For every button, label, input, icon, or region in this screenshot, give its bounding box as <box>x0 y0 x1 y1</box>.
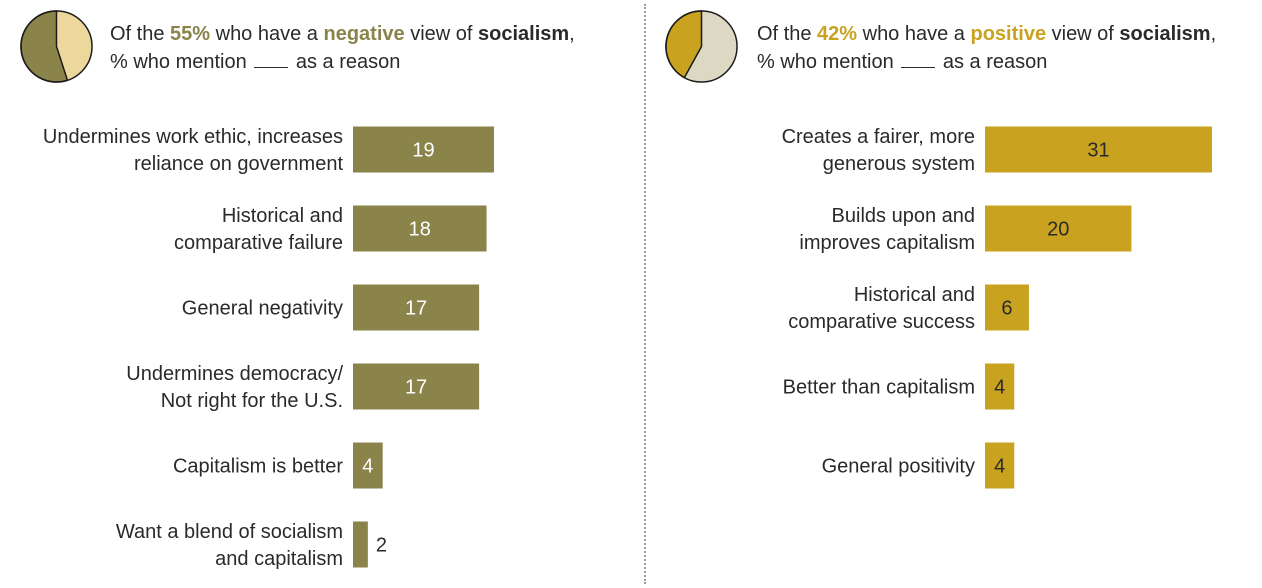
heading-text: who have a <box>857 23 971 45</box>
bar-value-label: 18 <box>409 219 431 241</box>
bar <box>353 521 368 568</box>
heading-prefix: Of the <box>757 23 818 45</box>
bar <box>985 363 1015 410</box>
category-label: Better than capitalism <box>783 377 975 399</box>
bar-row: Builds upon and improves capitalism 20 <box>799 205 1132 254</box>
category-label: Undermines work ethic, increases reliance… <box>43 126 344 175</box>
bar-value-label: 2 <box>376 535 387 557</box>
bar <box>985 126 1212 173</box>
bar <box>353 205 487 252</box>
bar-value-label: 4 <box>362 456 373 478</box>
heading-subject: socialism <box>478 23 570 45</box>
category-label: Capitalism is better <box>173 456 343 478</box>
bar-row: Want a blend of socialism and capitalism 2 <box>116 521 387 570</box>
pie-outline <box>665 10 738 83</box>
bar-value-label: 20 <box>1047 219 1069 241</box>
category-label: Undermines democracy/Not right for the U… <box>126 363 343 412</box>
heading-line-1: Of the 42% who have a positive view of s… <box>757 20 1216 48</box>
negative-panel-heading: Of the 55% who have a negative view of s… <box>110 20 575 76</box>
bar-value-label: 17 <box>405 298 427 320</box>
bar-value-label: 6 <box>1001 298 1012 320</box>
bar-value-label: 31 <box>1087 140 1109 162</box>
category-label: Historical and comparative failure <box>174 205 343 254</box>
bar-value-label: 4 <box>994 377 1005 399</box>
heading-line-2: % who mention as a reason <box>757 48 1216 76</box>
heading-text: , <box>569 23 575 45</box>
bar-row: General negativity 17 <box>182 284 480 331</box>
heading-text: view of <box>404 23 478 45</box>
positive-view-panel: Of the 42% who have a positive view of s… <box>648 0 1262 588</box>
category-label: General positivity <box>822 456 975 478</box>
heading-text: % who mention <box>757 51 900 73</box>
category-label: Want a blend of socialism and capitalism <box>116 521 343 570</box>
negative-view-panel: Of the 55% who have a negative view of s… <box>20 10 575 570</box>
heading-line-2: % who mention as a reason <box>110 48 575 76</box>
heading-subject: socialism <box>1119 23 1211 45</box>
bar-row: General positivity 4 <box>822 442 1015 489</box>
heading-prefix: Of the <box>110 23 171 45</box>
heading-keyword: positive <box>970 23 1047 45</box>
bar-row: Historical and comparative failure 18 <box>174 205 487 254</box>
blank-line <box>254 51 289 68</box>
heading-line-1: Of the 55% who have a negative view of s… <box>110 20 575 48</box>
heading-text: as a reason <box>937 51 1048 73</box>
positive-reasons-bar-chart: Creates a fairer, more generous system 31 B… <box>782 126 1212 489</box>
bar-row: Better than capitalism 4 <box>783 363 1015 410</box>
heading-text: as a reason <box>290 51 401 73</box>
heading-keyword: negative <box>323 23 405 45</box>
bar <box>353 126 494 173</box>
category-label: General negativity <box>182 298 343 320</box>
pie-outline <box>20 10 93 83</box>
category-label: Creates a fairer, more generous system <box>782 126 975 175</box>
bar-value-label: 17 <box>405 377 427 399</box>
blank-line <box>901 51 936 68</box>
positive-panel-heading: Of the 42% who have a positive view of s… <box>757 20 1216 76</box>
heading-text: % who mention <box>110 51 253 73</box>
positive-share-pie <box>665 10 738 83</box>
category-label: Historical and comparative success <box>788 284 975 333</box>
negative-reasons-bar-chart: Undermines work ethic, increases reliance… <box>43 126 494 570</box>
bar <box>985 284 1029 331</box>
bar-row: Undermines work ethic, increases reliance… <box>43 126 494 175</box>
heading-percent: 42% <box>817 23 858 45</box>
category-label: Builds upon and improves capitalism <box>799 205 975 254</box>
bar-value-label: 4 <box>994 456 1005 478</box>
bar-row: Creates a fairer, more generous system 31 <box>782 126 1212 175</box>
bar-value-label: 19 <box>412 140 434 162</box>
heading-text: view of <box>1046 23 1120 45</box>
bar-row: Historical and comparative success 6 <box>788 284 1029 333</box>
bar <box>353 284 480 331</box>
bar-row: Capitalism is better 4 <box>173 442 383 489</box>
heading-text: who have a <box>210 23 324 45</box>
bar-row: Undermines democracy/Not right for the U… <box>126 363 480 412</box>
heading-text: , <box>1210 23 1217 45</box>
heading-percent: 55% <box>170 23 211 45</box>
panel-divider <box>644 4 646 584</box>
bar <box>985 205 1132 252</box>
negative-share-pie <box>20 10 93 83</box>
bar <box>985 442 1015 489</box>
bar <box>353 363 480 410</box>
bar <box>353 442 383 489</box>
